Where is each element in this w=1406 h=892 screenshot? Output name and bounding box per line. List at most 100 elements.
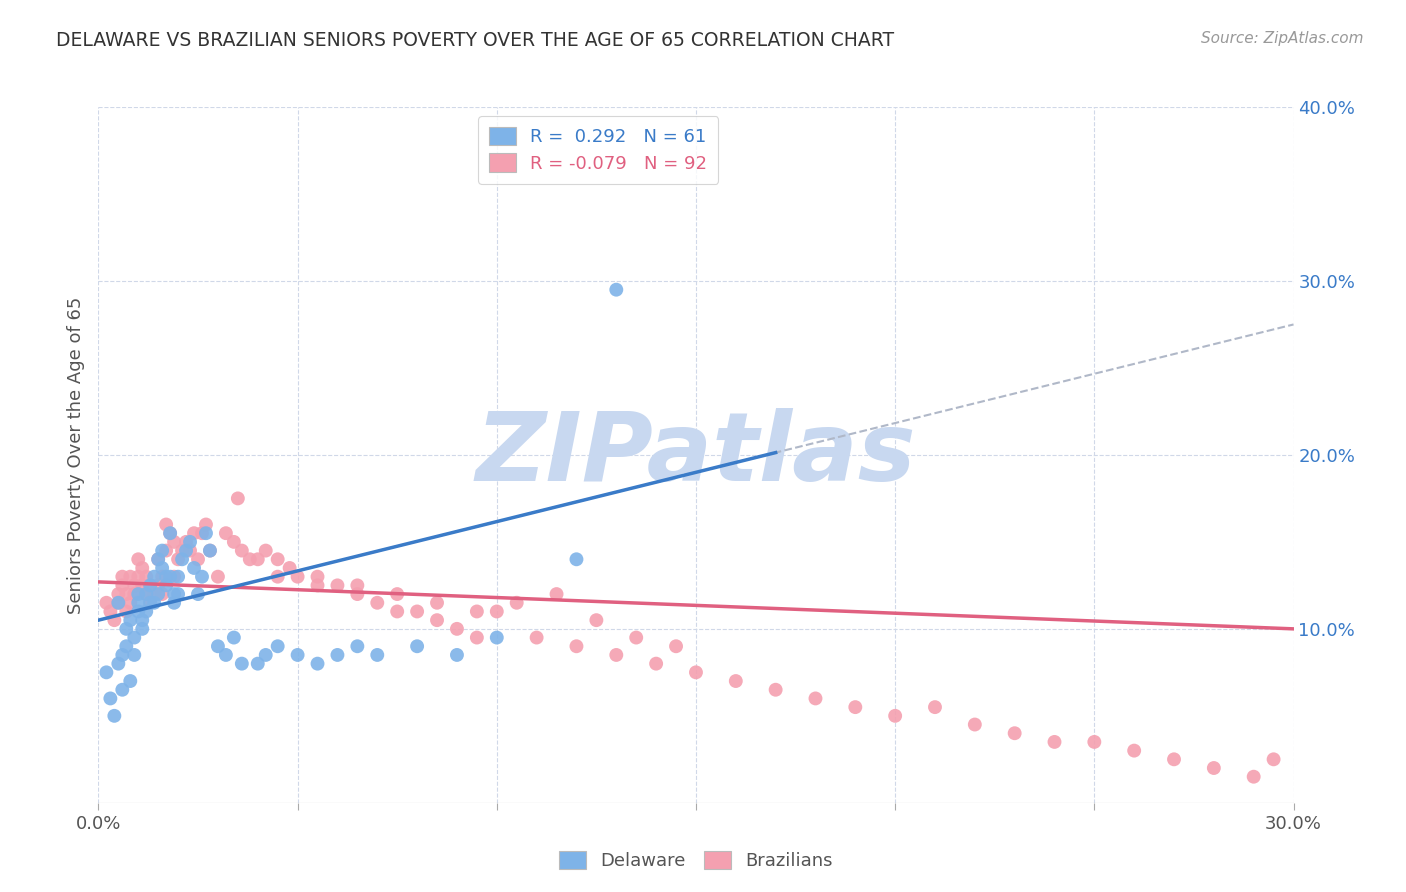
Point xyxy=(465,631,488,645)
Point xyxy=(167,552,190,566)
Point xyxy=(103,613,125,627)
Point xyxy=(446,622,468,636)
Point xyxy=(685,665,707,680)
Point xyxy=(366,648,388,662)
Point xyxy=(1163,752,1185,766)
Point xyxy=(222,534,245,549)
Point xyxy=(278,561,301,575)
Point xyxy=(924,700,946,714)
Point xyxy=(124,631,146,645)
Point xyxy=(155,578,177,592)
Point xyxy=(844,700,866,714)
Point xyxy=(131,578,153,592)
Point xyxy=(526,631,548,645)
Point xyxy=(485,631,508,645)
Point xyxy=(406,605,429,619)
Point xyxy=(111,570,134,584)
Point xyxy=(155,517,177,532)
Point xyxy=(135,587,157,601)
Point xyxy=(139,596,162,610)
Point xyxy=(174,534,197,549)
Point xyxy=(406,639,429,653)
Point xyxy=(465,605,488,619)
Point xyxy=(120,674,142,689)
Point xyxy=(1243,770,1265,784)
Point xyxy=(198,543,221,558)
Point xyxy=(163,596,186,610)
Point xyxy=(724,674,747,689)
Point xyxy=(195,517,218,532)
Point xyxy=(150,570,173,584)
Point xyxy=(148,578,170,592)
Point xyxy=(346,587,368,601)
Point xyxy=(111,578,134,592)
Point xyxy=(183,526,205,541)
Point xyxy=(565,639,588,653)
Point xyxy=(139,596,162,610)
Point xyxy=(506,596,529,610)
Point xyxy=(111,648,134,662)
Point xyxy=(111,682,134,697)
Point xyxy=(1263,752,1285,766)
Point xyxy=(1043,735,1066,749)
Point xyxy=(155,543,177,558)
Point xyxy=(326,648,349,662)
Point xyxy=(187,552,209,566)
Point xyxy=(215,648,238,662)
Point xyxy=(107,596,129,610)
Point xyxy=(115,639,138,653)
Point xyxy=(124,578,146,592)
Point xyxy=(187,587,209,601)
Legend: Delaware, Brazilians: Delaware, Brazilians xyxy=(551,844,841,877)
Point xyxy=(139,578,162,592)
Point xyxy=(150,561,173,575)
Point xyxy=(150,587,173,601)
Point xyxy=(191,526,214,541)
Point xyxy=(884,708,907,723)
Point xyxy=(148,552,170,566)
Point xyxy=(100,605,122,619)
Point xyxy=(115,587,138,601)
Point xyxy=(115,605,138,619)
Point xyxy=(215,526,238,541)
Point xyxy=(366,596,388,610)
Point xyxy=(426,596,449,610)
Point xyxy=(183,561,205,575)
Point xyxy=(135,570,157,584)
Point xyxy=(385,605,409,619)
Text: Source: ZipAtlas.com: Source: ZipAtlas.com xyxy=(1201,31,1364,46)
Point xyxy=(115,622,138,636)
Point xyxy=(103,708,125,723)
Point xyxy=(254,543,277,558)
Point xyxy=(148,552,170,566)
Point xyxy=(546,587,568,601)
Point xyxy=(163,587,186,601)
Point xyxy=(127,596,149,610)
Point xyxy=(107,596,129,610)
Point xyxy=(226,491,249,506)
Point xyxy=(107,657,129,671)
Point xyxy=(1004,726,1026,740)
Point xyxy=(207,639,229,653)
Point xyxy=(385,587,409,601)
Point xyxy=(127,605,149,619)
Point xyxy=(326,578,349,592)
Point xyxy=(267,570,290,584)
Point xyxy=(1202,761,1225,775)
Point xyxy=(267,552,290,566)
Point xyxy=(148,587,170,601)
Point xyxy=(167,570,190,584)
Point xyxy=(135,605,157,619)
Point xyxy=(135,587,157,601)
Point xyxy=(143,587,166,601)
Point xyxy=(131,613,153,627)
Point xyxy=(963,717,986,731)
Point xyxy=(155,570,177,584)
Point xyxy=(346,639,368,653)
Point xyxy=(287,570,309,584)
Point xyxy=(307,578,329,592)
Point xyxy=(426,613,449,627)
Point xyxy=(96,665,118,680)
Point xyxy=(585,613,607,627)
Point xyxy=(254,648,277,662)
